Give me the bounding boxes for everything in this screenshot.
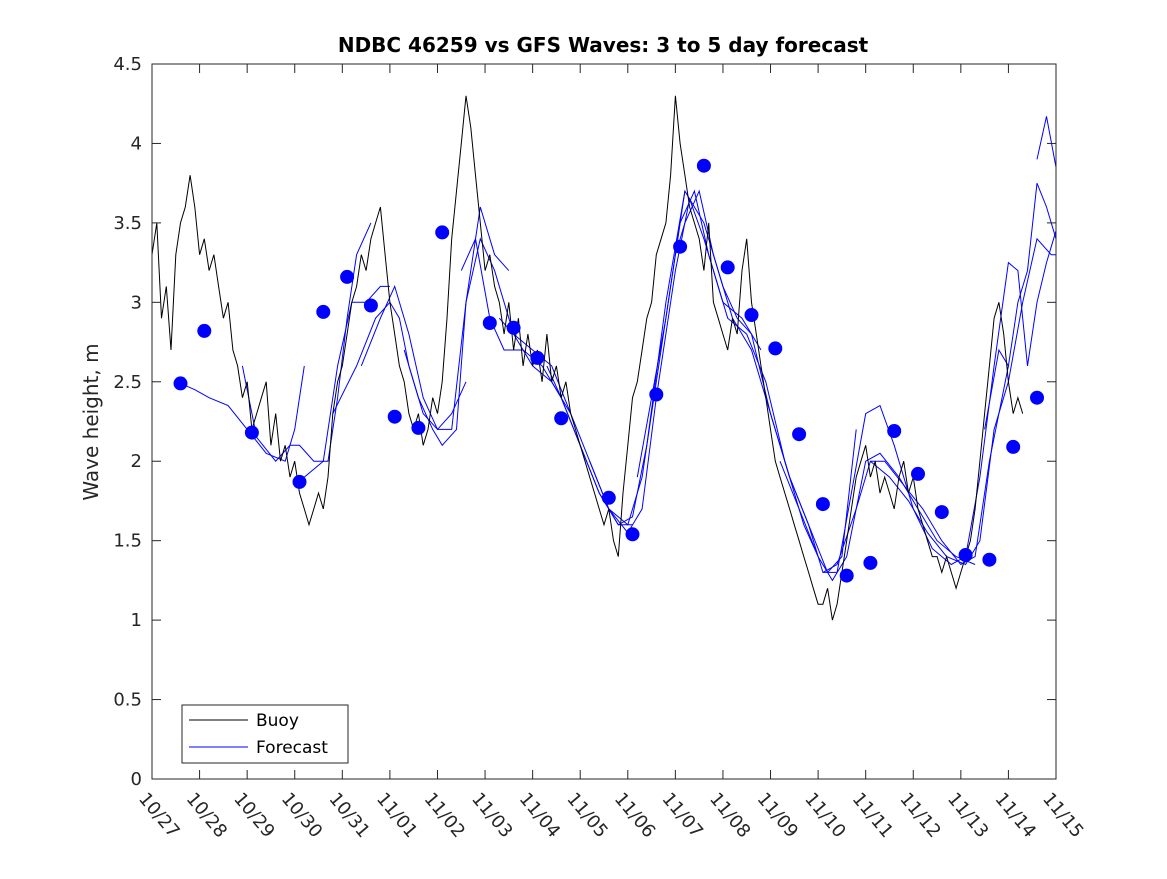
forecast-line-2	[241, 222, 372, 462]
forecast-line-12	[674, 189, 857, 574]
forecast-marker	[673, 239, 688, 254]
forecast-marker	[863, 555, 878, 570]
forecast-marker	[649, 387, 664, 402]
forecast-marker	[1030, 390, 1044, 405]
forecast-marker	[792, 427, 807, 442]
forecast-marker	[411, 420, 426, 435]
y-tick-label: 1	[131, 610, 142, 631]
forecast-line-6	[403, 237, 572, 447]
y-axis-ticks: 0 0.5 1 1.5 2 2.5 3 3.5 4 4.5	[113, 54, 1056, 790]
plot-area	[151, 63, 1057, 780]
forecast-line-4	[332, 301, 467, 431]
forecast-marker	[815, 497, 830, 512]
forecast-marker	[435, 225, 450, 240]
forecast-line-9	[546, 189, 724, 526]
y-tick-label: 3.5	[113, 213, 142, 234]
y-tick-label: 3	[131, 292, 142, 313]
chart-title: NDBC 46259 vs GFS Waves: 3 to 5 day fore…	[338, 33, 869, 57]
forecast-marker	[340, 269, 355, 284]
forecast-marker	[887, 424, 902, 438]
forecast-marker	[316, 304, 331, 319]
forecast-marker	[696, 158, 711, 173]
forecast-line-19	[1036, 116, 1057, 168]
forecast-line-18	[984, 183, 1057, 430]
forecast-marker	[554, 411, 569, 426]
legend-forecast-label: Forecast	[256, 738, 328, 758]
legend-buoy-label: Buoy	[256, 711, 299, 731]
forecast-marker	[601, 490, 616, 505]
axes-frame	[151, 63, 1057, 780]
forecast-marker	[292, 474, 307, 489]
y-tick-label: 2	[131, 451, 142, 472]
forecast-marker	[720, 260, 735, 275]
forecast-marker	[173, 376, 188, 391]
forecast-marker	[197, 323, 212, 338]
forecast-line-14	[779, 452, 976, 582]
forecast-marker	[934, 505, 949, 520]
forecast-marker	[768, 341, 783, 356]
legend-box	[181, 704, 349, 764]
forecast-marker	[482, 316, 497, 330]
y-tick-label: 0	[131, 769, 142, 790]
forecast-marker	[244, 425, 259, 440]
y-tick-label: 4.5	[113, 54, 142, 75]
series-layer	[151, 95, 1057, 621]
forecast-marker	[530, 350, 545, 365]
legend: Buoy Forecast	[181, 704, 349, 764]
y-tick-label: 4	[131, 133, 142, 154]
forecast-marker	[1006, 439, 1021, 454]
forecast-marker	[982, 552, 997, 567]
forecast-marker	[911, 466, 925, 481]
forecast-marker	[387, 409, 402, 424]
y-tick-label: 2.5	[113, 372, 142, 393]
forecast-marker	[625, 527, 640, 542]
forecast-marker	[363, 298, 378, 313]
y-tick-label: 0.5	[113, 690, 142, 711]
y-axis-label: Wave height, m	[79, 343, 103, 500]
forecast-line-15	[822, 365, 1009, 573]
forecast-marker	[744, 308, 759, 322]
axes-background	[152, 64, 1056, 779]
forecast-line-5	[360, 206, 510, 430]
forecast-marker	[958, 548, 973, 562]
forecast-marker	[506, 320, 521, 335]
forecast-line-16	[870, 237, 1056, 566]
y-tick-label: 1.5	[113, 531, 142, 552]
forecast-marker	[839, 568, 854, 583]
